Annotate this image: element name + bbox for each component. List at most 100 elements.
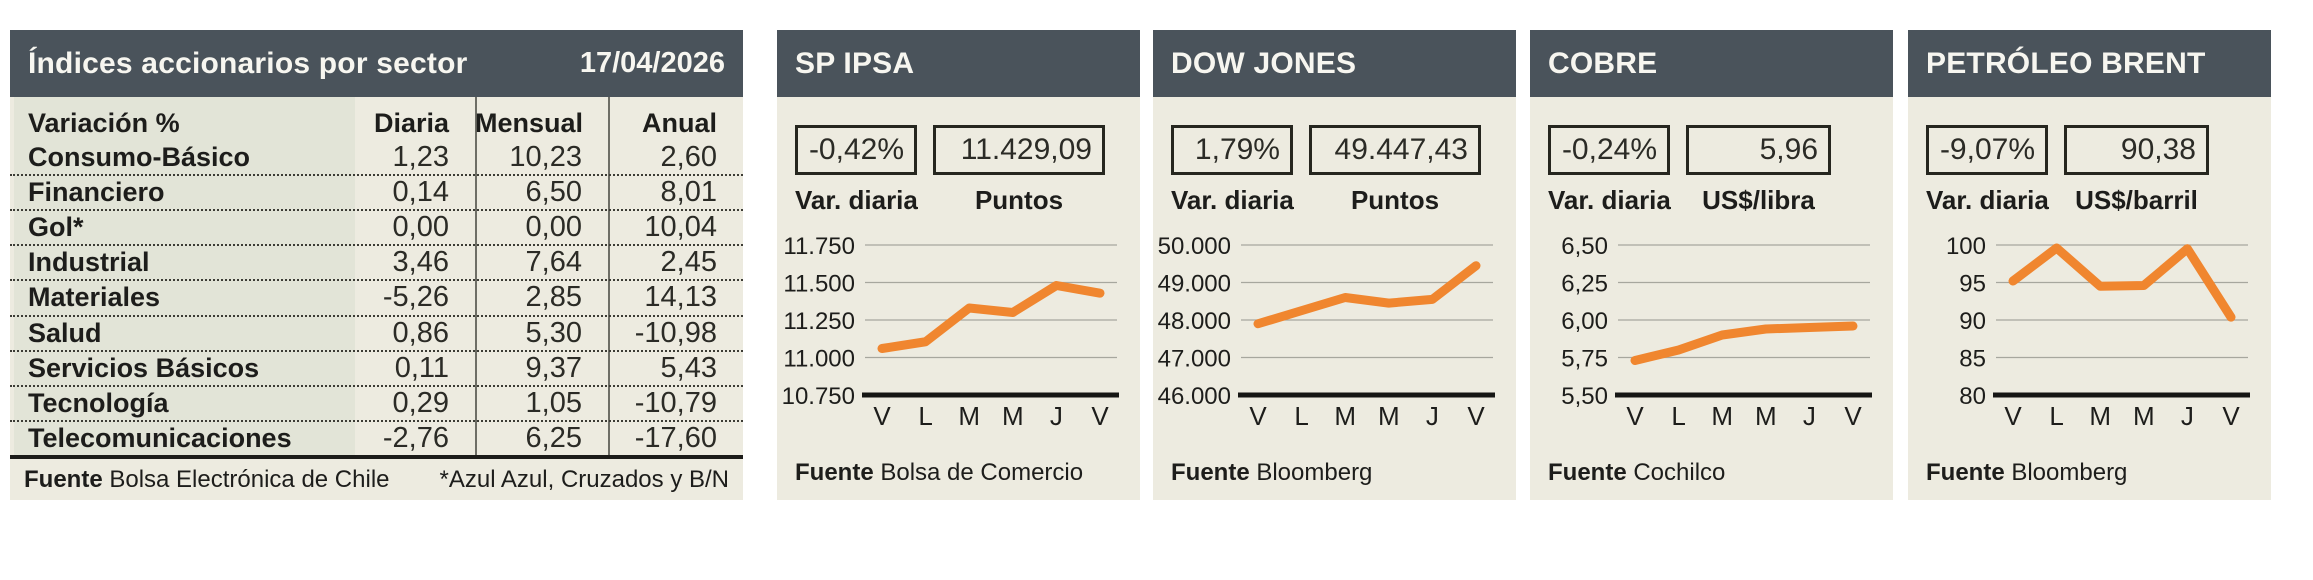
- panel-source: Fuente Bloomberg: [1926, 459, 2128, 486]
- daily-variation-label: Var. diaria: [1171, 185, 1294, 215]
- table-rows: Consumo-Básico 1,23 10,23 2,60 Financiero 0,1…: [10, 141, 743, 455]
- table-footer: Fuente Bolsa Electrónica de Chile *Azul …: [10, 455, 743, 500]
- data-line: [877, 281, 1105, 353]
- label-column-background: [14, 97, 355, 455]
- panel-title: PETRÓLEO BRENT: [1926, 46, 2206, 80]
- value-cell: 5,30: [525, 316, 582, 349]
- col-header-anual: Anual: [641, 108, 717, 138]
- x-tick-label: M: [1378, 401, 1400, 431]
- value-cell: 2,85: [525, 281, 582, 314]
- y-tick-label: 49.000: [1158, 271, 1231, 298]
- value-cell: 0,14: [392, 176, 449, 209]
- y-tick-label: 50.000: [1158, 233, 1231, 260]
- value-cell: 0,86: [392, 316, 449, 349]
- sector-label: Industrial: [28, 247, 150, 278]
- panel-title: DOW JONES: [1171, 46, 1357, 80]
- value-cell: 6,25: [525, 421, 582, 454]
- x-tick-label: V: [2004, 401, 2022, 431]
- daily-variation-box: -0,24%: [1548, 125, 1670, 175]
- table-row: Industrial 3,46 7,64 2,45: [10, 246, 743, 282]
- value-cell: 1,23: [392, 141, 449, 174]
- value-cell: 2,45: [660, 246, 717, 279]
- table-title: Índices accionarios por sector: [28, 46, 468, 80]
- value-cell: 10,04: [644, 211, 717, 244]
- daily-variation-box: 1,79%: [1171, 125, 1293, 175]
- sector-label: Servicios Básicos: [28, 352, 260, 383]
- sector-label: Consumo-Básico: [28, 142, 251, 173]
- y-tick-label: 46.000: [1158, 383, 1231, 410]
- table-row: Salud 0,86 5,30 -10,98: [10, 317, 743, 352]
- x-tick-label: J: [1803, 401, 1816, 431]
- value-boxes: -9,07% 90,38: [1926, 125, 2209, 175]
- x-tick-label: V: [1467, 401, 1485, 431]
- y-tick-label: 48.000: [1158, 308, 1231, 335]
- corner-header: Variación %: [28, 108, 180, 138]
- panel-petroleo-brent: PETRÓLEO BRENT -9,07% 90,38 Var. diaria …: [1908, 30, 2271, 500]
- price-box: 90,38: [2064, 125, 2209, 175]
- sector-label: Telecomunicaciones: [28, 422, 292, 453]
- value-cell: 1,05: [525, 386, 582, 419]
- y-tick-label: 47.000: [1158, 346, 1231, 373]
- x-tick-label: M: [2133, 401, 2155, 431]
- x-tick-label: M: [1755, 401, 1777, 431]
- panel-header-bar: DOW JONES: [1153, 30, 1516, 97]
- table-row: Gol* 0,00 0,00 10,04: [10, 211, 743, 247]
- table-source: Fuente Bolsa Electrónica de Chile: [24, 465, 390, 493]
- table-header-row: Variación % Diaria Mensual Anual: [10, 97, 743, 141]
- data-line: [1630, 321, 1858, 365]
- y-tick-label: 85: [1959, 346, 1986, 373]
- value-cell: -10,79: [634, 386, 717, 419]
- y-tick-label: 95: [1959, 271, 1986, 298]
- col-header-diaria: Diaria: [373, 108, 449, 138]
- table-row: Materiales -5,26 2,85 14,13: [10, 281, 743, 317]
- x-tick-label: J: [2181, 401, 2194, 431]
- x-tick-label: M: [1334, 401, 1356, 431]
- daily-variation-label: Var. diaria: [1926, 185, 2049, 215]
- y-tick-label: 11.500: [783, 271, 855, 298]
- sector-label: Materiales: [28, 282, 161, 313]
- table-footnote: *Azul Azul, Cruzados y B/N: [439, 465, 729, 493]
- x-tick-label: M: [2089, 401, 2111, 431]
- value-cell: 10,23: [509, 141, 582, 174]
- panel-source: Fuente Cochilco: [1548, 459, 1726, 486]
- x-tick-label: M: [1711, 401, 1733, 431]
- points-label: Puntos: [974, 185, 1064, 215]
- data-line: [1253, 261, 1481, 329]
- x-tick-label: V: [1091, 401, 1109, 431]
- value-cell: 0,11: [394, 351, 449, 384]
- sector-label: Tecnología: [28, 387, 169, 418]
- y-tick-label: 6,50: [1561, 233, 1608, 260]
- table-row: Telecomunicaciones -2,76 6,25 -17,60: [10, 422, 743, 455]
- value-cell: 2,60: [660, 141, 717, 174]
- x-tick-label: V: [1249, 401, 1267, 431]
- column-divider: [475, 97, 477, 455]
- y-tick-label: 5,50: [1561, 383, 1608, 410]
- x-tick-label: V: [1626, 401, 1644, 431]
- panel-body: -0,24% 5,96 Var. diaria US$/libra 6,50 6,…: [1530, 97, 1893, 500]
- y-tick-label: 10.750: [782, 383, 855, 410]
- value-cell: 5,43: [660, 351, 717, 384]
- col-header-mensual: Mensual: [475, 108, 584, 138]
- x-tick-label: L: [2049, 401, 2063, 431]
- value-cell: 3,46: [392, 246, 449, 279]
- price-unit-label: US$/barril: [2075, 185, 2198, 215]
- value-cell: 14,13: [644, 281, 717, 314]
- x-tick-label: V: [1844, 401, 1862, 431]
- daily-variation-label: Var. diaria: [795, 185, 918, 215]
- value-cell: 7,64: [525, 246, 582, 279]
- column-divider: [608, 97, 610, 455]
- value-boxes: -0,24% 5,96: [1548, 125, 1831, 175]
- panel-source: Fuente Bloomberg: [1171, 459, 1373, 486]
- y-tick-label: 90: [1959, 308, 1986, 335]
- x-tick-label: L: [1294, 401, 1308, 431]
- box-labels: Var. diaria US$/libra: [1548, 185, 1831, 216]
- price-unit-label: US$/libra: [1702, 185, 1815, 215]
- cobre-line-chart: 6,506,256,005,755,50V L M M J V: [1561, 233, 1872, 431]
- y-tick-label: 11.000: [783, 346, 855, 373]
- table-row: Servicios Básicos 0,11 9,37 5,43: [10, 352, 743, 387]
- panel-source: Fuente Bolsa de Comercio: [795, 459, 1084, 486]
